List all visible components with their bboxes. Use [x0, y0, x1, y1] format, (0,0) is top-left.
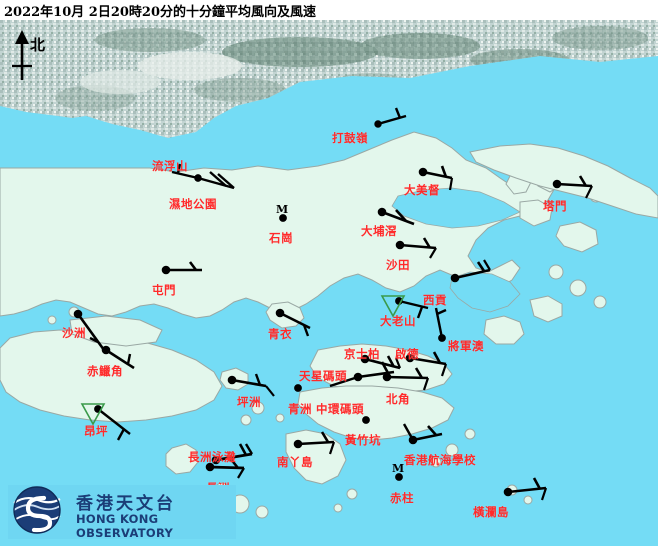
hko-logo-chinese: 香港天文台	[76, 494, 176, 514]
station-label: 京士柏	[344, 347, 380, 361]
barb-central-pier	[329, 373, 362, 388]
marker-green-island	[294, 384, 302, 392]
station-label: 北角	[386, 392, 410, 406]
barb-cheung-chau	[205, 457, 245, 479]
barb-cheung-chau-beach	[211, 443, 254, 465]
station-label: 沙洲	[62, 326, 86, 340]
north-arrow-group: 北	[4, 28, 56, 86]
hko-emblem-icon	[13, 486, 61, 534]
barb-ta-kwu-ling	[374, 107, 407, 128]
deep-bay	[0, 106, 168, 172]
barb-ngong-ping-pennant	[80, 403, 131, 441]
marker-wong-chuk-hang	[362, 416, 370, 424]
barb-tseung-kwan-o	[434, 307, 447, 342]
station-label: 大埔滘	[361, 224, 397, 238]
barb-north-point	[382, 367, 430, 391]
title-bar: 2022年10月 2日20時20分的十分鐘平均風向及風速	[0, 0, 658, 20]
barb-tsing-yi	[275, 308, 311, 337]
calm-symbol-stanley: M	[392, 462, 405, 475]
barb-wetland-park	[171, 163, 202, 182]
marker-stanley-calm	[395, 473, 403, 481]
station-label: 石崗	[269, 231, 293, 245]
map-canvas: 北 M M 流浮山濕地公園 打鼓嶺石崗 大美督塔門大埔滘沙田屯門西貢 大老山青衣將軍澳…	[0, 20, 658, 546]
barb-hk-sea-school	[402, 423, 443, 445]
station-label: 坪洲	[237, 395, 261, 409]
station-label: 青洲	[288, 402, 312, 416]
north-label: 北	[30, 36, 46, 54]
station-label: 中環碼頭	[316, 402, 364, 416]
map-graphics	[0, 20, 658, 546]
station-label: 大美督	[404, 183, 440, 197]
calm-symbol-shek-kong: M	[276, 203, 289, 216]
north-arrow-icon	[12, 30, 32, 80]
station-label: 將軍澳	[448, 339, 484, 353]
station-label: 赤鱲角	[87, 364, 123, 378]
barb-chek-lap-kok	[101, 345, 135, 370]
station-label: 黃竹坑	[345, 433, 381, 447]
hong-kong-landmass	[0, 131, 658, 519]
station-label: 青衣	[268, 327, 292, 341]
station-label: 打鼓嶺	[332, 131, 368, 145]
wind-barbs	[73, 107, 593, 501]
station-label: 長洲泳灘	[188, 450, 236, 464]
hko-logo: 香港天文台 HONG KONG OBSERVATORY	[8, 485, 236, 540]
barb-sha-tin	[395, 237, 437, 259]
barb-tai-mei-tuk	[418, 165, 454, 191]
station-label: 橫瀾島	[473, 505, 509, 519]
marker-shek-kong-calm	[279, 214, 287, 222]
barb-tai-po-kau	[377, 207, 415, 226]
barb-tap-mun	[552, 175, 593, 199]
hko-logo-english: HONG KONG OBSERVATORY	[76, 512, 174, 540]
station-label: 大老山	[380, 314, 416, 328]
barb-tuen-mun	[161, 261, 202, 275]
station-label: 赤柱	[390, 491, 414, 505]
page-title: 2022年10月 2日20時20分的十分鐘平均風向及風速	[4, 5, 317, 20]
barb-sha-chau	[73, 309, 106, 351]
station-label: 沙田	[386, 258, 410, 272]
barb-kai-tak	[405, 351, 448, 377]
barb-tates-cairn-pennant	[380, 295, 429, 319]
station-label: 西貢	[423, 293, 447, 307]
station-label: 啟德	[395, 347, 419, 361]
station-label: 流浮山	[152, 159, 188, 173]
station-label: 屯門	[152, 283, 176, 297]
station-label: 濕地公園	[169, 197, 217, 211]
barb-sai-kung	[450, 259, 491, 283]
station-label: 塔門	[543, 199, 567, 213]
station-label: 昂坪	[84, 424, 108, 438]
station-label: 天星碼頭	[299, 369, 347, 383]
station-label: 香港航海學校	[404, 453, 476, 467]
barb-peng-chau	[227, 373, 275, 397]
barb-waglan-island	[503, 477, 548, 501]
station-label: 南丫島	[277, 455, 313, 469]
barb-lamma-island	[293, 431, 336, 455]
